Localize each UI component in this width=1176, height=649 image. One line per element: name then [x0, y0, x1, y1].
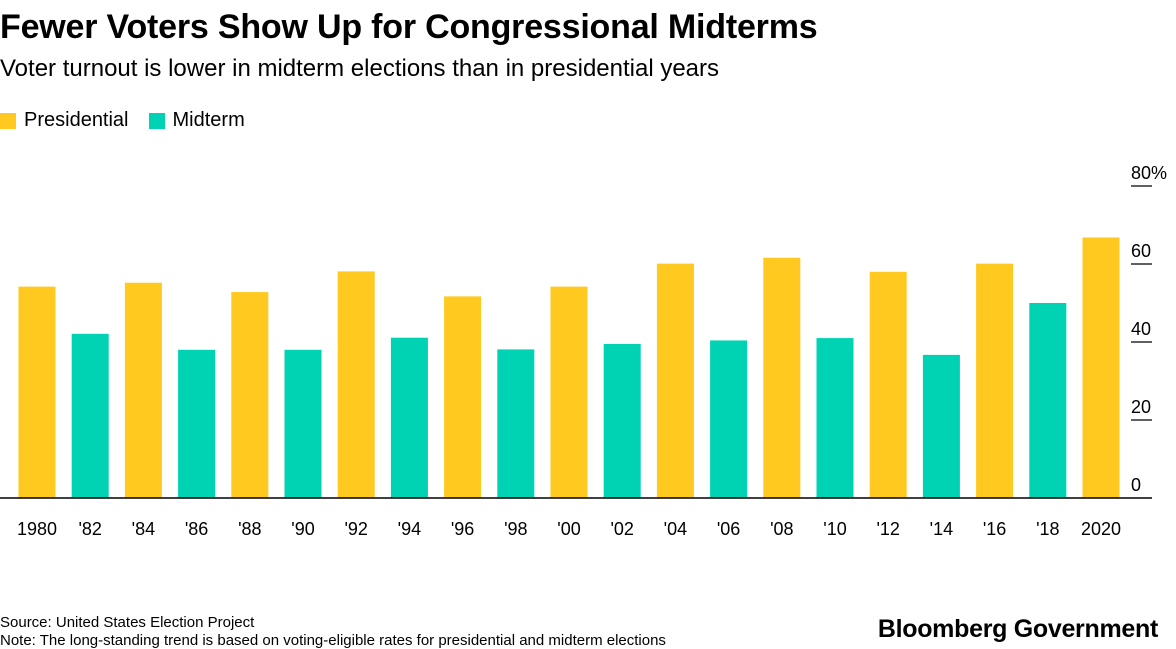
- x-tick-label: '02: [610, 519, 633, 539]
- bar-midterm: [390, 337, 428, 498]
- y-tick-label: 0: [1131, 475, 1141, 495]
- footnote: Note: The long-standing trend is based o…: [0, 632, 666, 649]
- y-tick-label: 20: [1131, 397, 1151, 417]
- bar-presidential: [231, 292, 269, 498]
- x-tick-label: 2020: [1081, 519, 1121, 539]
- x-tick-label: '88: [238, 519, 261, 539]
- x-tick-label: '14: [930, 519, 953, 539]
- bar-midterm: [178, 349, 216, 498]
- x-tick-label: '82: [78, 519, 101, 539]
- legend: Presidential Midterm: [0, 109, 265, 132]
- x-tick-label: '12: [876, 519, 899, 539]
- x-tick-label: '86: [185, 519, 208, 539]
- source-note: Source: United States Election Project: [0, 614, 255, 631]
- bar-presidential: [869, 271, 907, 498]
- legend-label-midterm: Midterm: [172, 109, 245, 131]
- bar-midterm: [284, 349, 322, 498]
- chart-title: Fewer Voters Show Up for Congressional M…: [0, 8, 818, 46]
- bar-presidential: [18, 286, 56, 498]
- bar-presidential: [550, 286, 588, 498]
- x-tick-label: '98: [504, 519, 527, 539]
- x-tick-label: '10: [823, 519, 846, 539]
- x-tick-label: '18: [1036, 519, 1059, 539]
- bar-midterm: [497, 349, 535, 498]
- bar-midterm: [1029, 303, 1067, 498]
- bar-presidential: [1082, 237, 1120, 498]
- x-tick-label: '00: [557, 519, 580, 539]
- bar-presidential: [656, 263, 694, 498]
- bar-midterm: [710, 340, 748, 498]
- x-tick-label: '04: [664, 519, 687, 539]
- bar-presidential: [337, 271, 375, 498]
- x-tick-label: '08: [770, 519, 793, 539]
- bar-midterm: [816, 338, 854, 498]
- bar-presidential: [444, 296, 482, 498]
- bar-midterm: [603, 343, 641, 498]
- x-tick-label: '90: [291, 519, 314, 539]
- chart-subtitle: Voter turnout is lower in midterm electi…: [0, 55, 720, 82]
- y-tick-label: 80%: [1131, 163, 1167, 183]
- legend-item-midterm: Midterm: [148, 109, 245, 132]
- bar-presidential: [976, 263, 1014, 498]
- x-tick-label: '16: [983, 519, 1006, 539]
- legend-swatch-midterm: [148, 112, 165, 129]
- bar-midterm: [922, 354, 960, 498]
- x-tick-label: '06: [717, 519, 740, 539]
- bar-presidential: [124, 282, 162, 498]
- x-tick-label: '84: [132, 519, 155, 539]
- legend-label-presidential: Presidential: [24, 109, 129, 131]
- x-tick-label: 1980: [17, 519, 57, 539]
- x-tick-label: '96: [451, 519, 474, 539]
- legend-item-presidential: Presidential: [0, 109, 129, 132]
- bar-midterm: [71, 333, 109, 498]
- bar-chart: 0 20 40 60 80% 1980 '82 '84 '86 '88 '90 '92 '94 '96 '9…: [0, 163, 1167, 539]
- bar-presidential: [763, 257, 801, 498]
- y-tick-label: 40: [1131, 319, 1151, 339]
- y-tick-label: 60: [1131, 241, 1151, 261]
- brand-logo: Bloomberg Government: [877, 615, 1158, 643]
- x-tick-label: '92: [344, 519, 367, 539]
- x-tick-label: '94: [398, 519, 421, 539]
- legend-swatch-presidential: [0, 112, 16, 129]
